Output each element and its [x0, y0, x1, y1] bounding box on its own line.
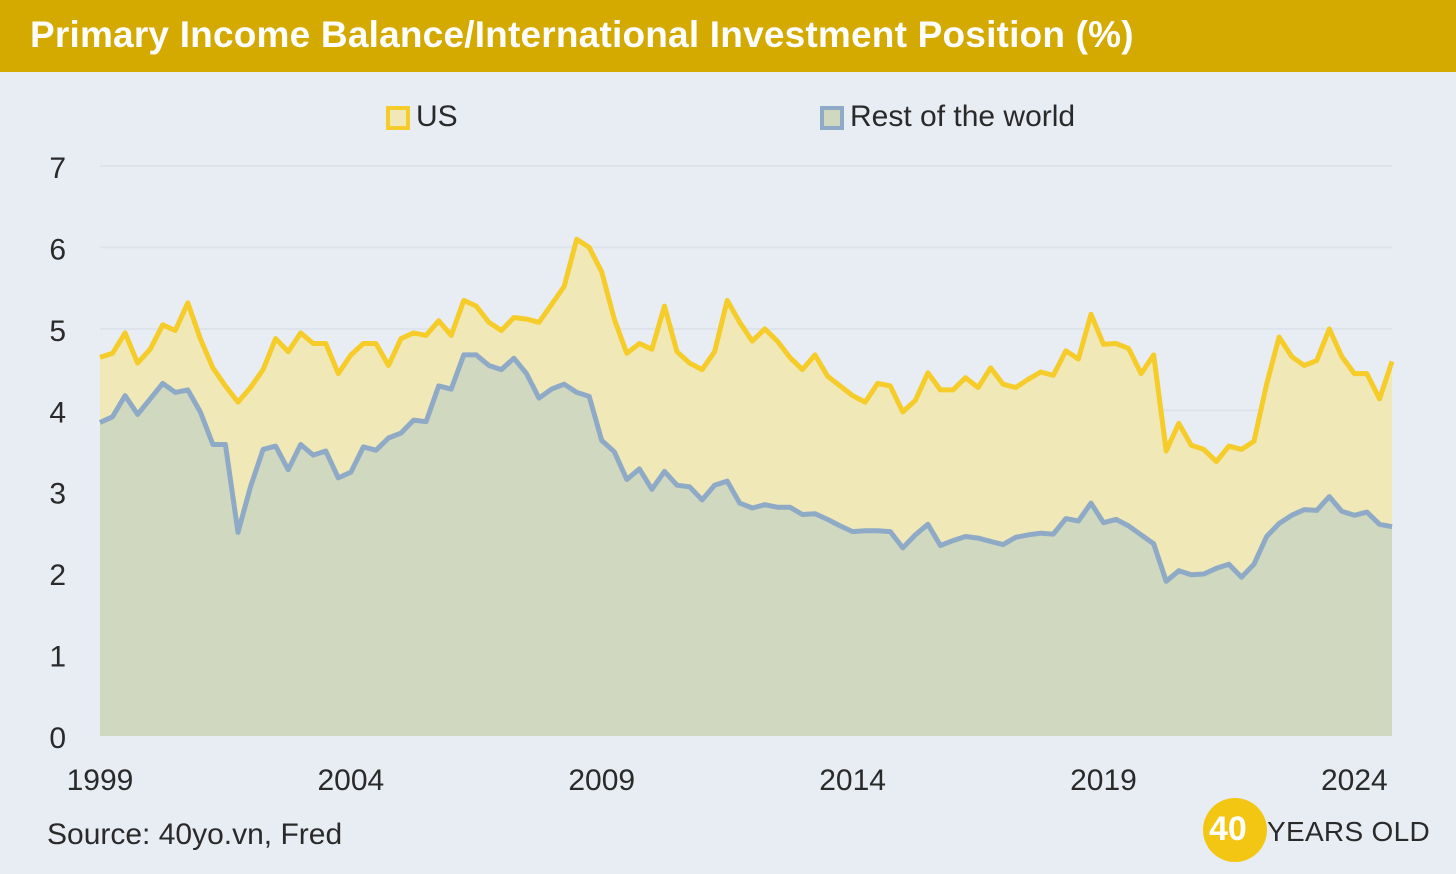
us-line: [99, 236, 1395, 465]
logo-number: 40: [1209, 810, 1247, 848]
logo-circle: [1203, 798, 1267, 862]
legend-swatch-us: [386, 106, 410, 130]
y-tick-label: 6: [49, 233, 66, 266]
y-tick-label: 3: [49, 478, 66, 511]
y-tick-label: 0: [49, 722, 66, 755]
rest-of-the-world-area: [100, 354, 1392, 736]
x-tick-label: 1999: [67, 764, 134, 797]
chart-area: 0 1 2 3 4 5 6 7 1999 2004 2009 2014 2019 2024 US Rest o…: [49, 100, 1395, 797]
brand-logo: 40 YEARS OLD: [1203, 798, 1443, 862]
y-tick-label: 1: [49, 641, 66, 674]
y-tick-label: 4: [49, 396, 66, 429]
y-tick-label: 7: [49, 152, 66, 185]
x-tick-label: 2014: [819, 764, 886, 797]
y-tick-label: 5: [49, 315, 66, 348]
x-tick-label: 2019: [1070, 764, 1137, 797]
chart-title: Primary Income Balance/International Inv…: [30, 14, 1134, 55]
rest-of-the-world-line: [98, 352, 1393, 584]
y-tick-label: 2: [49, 559, 66, 592]
legend-swatch-rest-of-the-world: [820, 106, 844, 130]
legend-label-us: US: [416, 100, 458, 133]
legend-label-rest-of-the-world: Rest of the world: [850, 100, 1075, 133]
title-bar: Primary Income Balance/International Inv…: [0, 0, 1456, 72]
x-tick-label: 2009: [568, 764, 635, 797]
logo-text: YEARS OLD: [1267, 816, 1430, 847]
source-note: Source: 40yo.vn, Fred: [47, 818, 343, 851]
x-tick-label: 2004: [317, 764, 384, 797]
x-tick-label: 2024: [1321, 764, 1388, 797]
